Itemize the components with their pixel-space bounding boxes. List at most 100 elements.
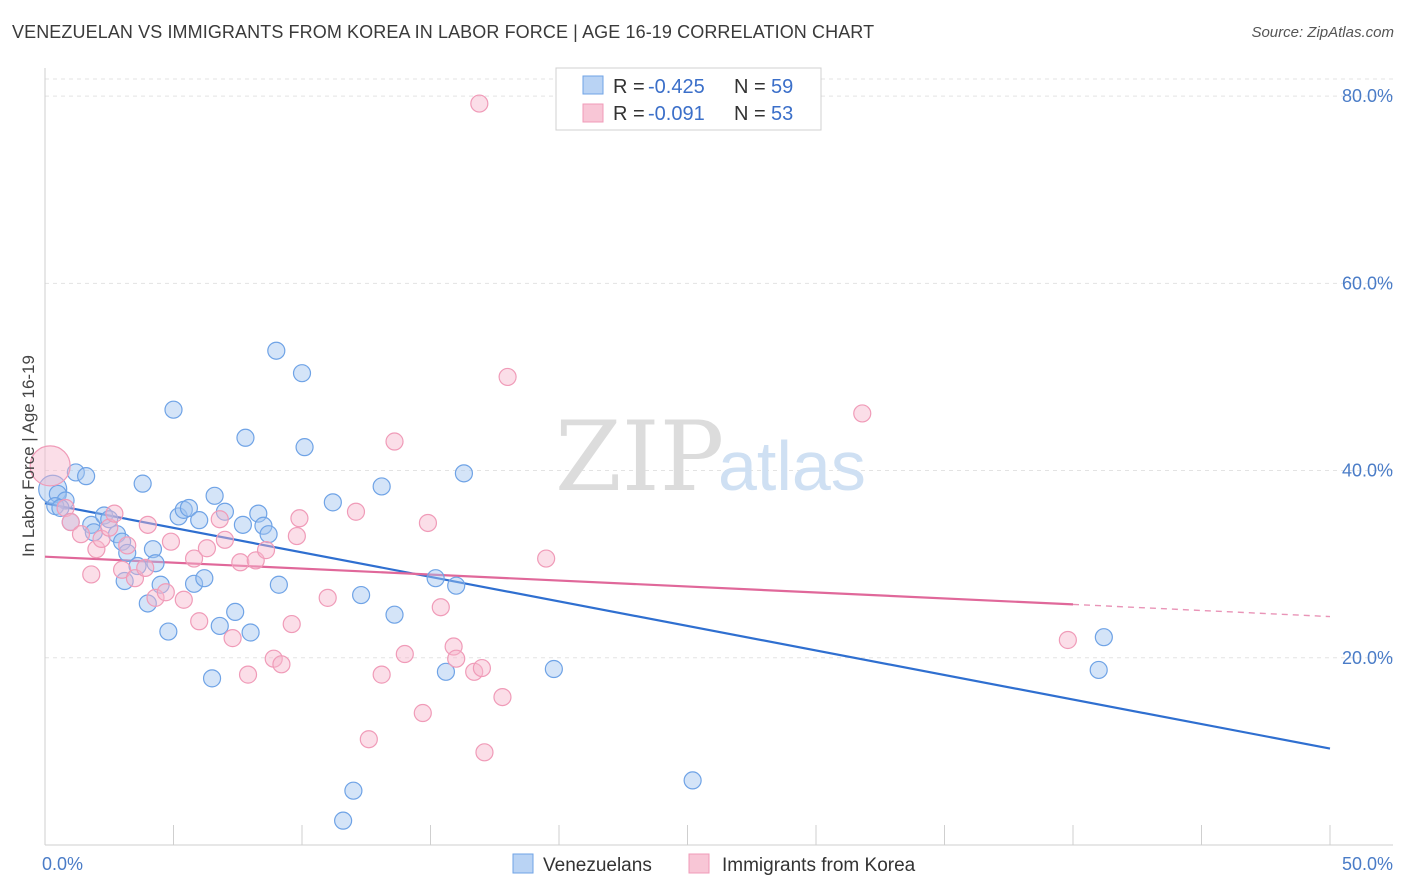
- point-1-27: [256, 541, 276, 560]
- point-1-31: [287, 526, 306, 546]
- point-1-43: [447, 649, 466, 668]
- point-0-17: [133, 474, 152, 493]
- watermark-zip: ZIP: [555, 401, 724, 513]
- point-1-4: [82, 565, 101, 584]
- point-0-40: [259, 525, 278, 544]
- point-0-49: [372, 477, 391, 496]
- point-1-10: [118, 536, 137, 555]
- bottom-legend-label-korea: Immigrants from Korea: [722, 855, 916, 876]
- point-0-47: [344, 781, 363, 800]
- x-tick-label-1: 50.0%: [1342, 854, 1393, 874]
- chart-title: VENEZUELAN VS IMMIGRANTS FROM KOREA IN L…: [12, 22, 875, 42]
- legend-r-value-2: -0.091: [648, 103, 705, 125]
- point-1-48: [498, 367, 517, 387]
- point-1-22: [215, 530, 234, 549]
- point-0-51: [426, 569, 445, 588]
- point-0-54: [454, 464, 474, 483]
- point-0-28: [190, 511, 209, 530]
- legend-r-label-2: R =: [613, 103, 645, 125]
- point-1-15: [156, 583, 175, 602]
- point-0-35: [233, 515, 252, 534]
- watermark-atlas: atlas: [718, 427, 866, 505]
- bottom-legend-swatch-venezuelans: [512, 853, 534, 874]
- point-0-43: [292, 364, 312, 383]
- point-0-30: [202, 669, 222, 688]
- x-tick-labels: 0.0% 50.0%: [42, 854, 1393, 874]
- point-0-7: [77, 467, 96, 486]
- point-1-25: [238, 665, 258, 684]
- point-0-23: [164, 400, 183, 419]
- legend-n-value-1: 59: [771, 76, 793, 98]
- point-1-39: [413, 703, 432, 723]
- y-tick-label-3: 80.0%: [1342, 86, 1393, 106]
- point-1-52: [470, 94, 489, 113]
- grid-lines: [45, 78, 1393, 659]
- axes: [44, 68, 1393, 846]
- legend-n-label-2: N =: [734, 103, 766, 125]
- trend-line-extension-1: [1072, 603, 1331, 618]
- point-1-16: [161, 532, 181, 551]
- point-1-47: [493, 687, 512, 707]
- legend-swatch-venezuelans: [582, 75, 604, 95]
- point-1-37: [385, 432, 404, 451]
- point-1-33: [318, 588, 337, 607]
- point-1-2: [61, 512, 80, 532]
- point-1-19: [190, 612, 209, 631]
- point-0-16: [115, 571, 134, 591]
- point-0-29: [195, 569, 214, 588]
- point-1-9: [112, 560, 132, 579]
- point-0-31: [205, 486, 224, 505]
- point-0-36: [236, 428, 255, 447]
- point-1-23: [223, 629, 242, 648]
- point-0-32: [210, 616, 229, 636]
- point-0-20: [146, 554, 165, 573]
- point-1-51: [1058, 630, 1077, 650]
- point-0-37: [241, 623, 260, 642]
- point-0-58: [1094, 628, 1113, 647]
- point-0-26: [179, 498, 199, 518]
- point-1-18: [184, 549, 204, 568]
- point-0-48: [352, 585, 371, 605]
- legend-n-label-1: N =: [734, 76, 766, 98]
- y-tick-label-1: 40.0%: [1342, 461, 1393, 481]
- point-1-17: [174, 590, 193, 609]
- point-1-30: [282, 614, 301, 634]
- x-tick-label-0: 0.0%: [42, 854, 83, 874]
- point-1-20: [197, 539, 217, 558]
- watermark: ZIP atlas: [555, 401, 866, 513]
- point-1-46: [475, 743, 494, 762]
- point-0-14: [118, 543, 137, 563]
- point-0-19: [143, 540, 163, 559]
- point-1-7: [100, 518, 119, 537]
- data-points: [29, 94, 1113, 830]
- point-1-13: [138, 515, 157, 534]
- point-1-32: [290, 509, 309, 528]
- point-1-36: [372, 665, 391, 684]
- trend-line-1: [44, 555, 1074, 606]
- y-axis-title: In Labor Force | Age 16-19: [19, 355, 38, 557]
- point-0-52: [436, 662, 456, 681]
- point-1-50: [853, 404, 872, 423]
- point-0-46: [334, 811, 353, 830]
- trend-lines: [44, 502, 1331, 750]
- legend-r-value-1: -0.425: [648, 76, 705, 98]
- point-0-53: [447, 576, 466, 595]
- point-1-14: [146, 588, 165, 607]
- point-1-0: [29, 445, 71, 487]
- point-1-29: [272, 655, 291, 674]
- point-0-57: [1089, 660, 1108, 680]
- y-tick-label-2: 60.0%: [1342, 273, 1393, 293]
- point-0-50: [385, 605, 404, 624]
- point-0-42: [269, 575, 288, 594]
- point-0-45: [323, 493, 342, 512]
- point-0-56: [683, 771, 702, 790]
- point-0-6: [66, 463, 85, 482]
- point-0-34: [226, 602, 245, 622]
- point-0-22: [159, 622, 178, 641]
- point-1-34: [346, 502, 366, 521]
- source-label: Source: ZipAtlas.com: [1251, 24, 1394, 41]
- point-1-1: [56, 498, 75, 518]
- legend-n-value-2: 53: [771, 103, 793, 125]
- point-1-38: [395, 644, 414, 664]
